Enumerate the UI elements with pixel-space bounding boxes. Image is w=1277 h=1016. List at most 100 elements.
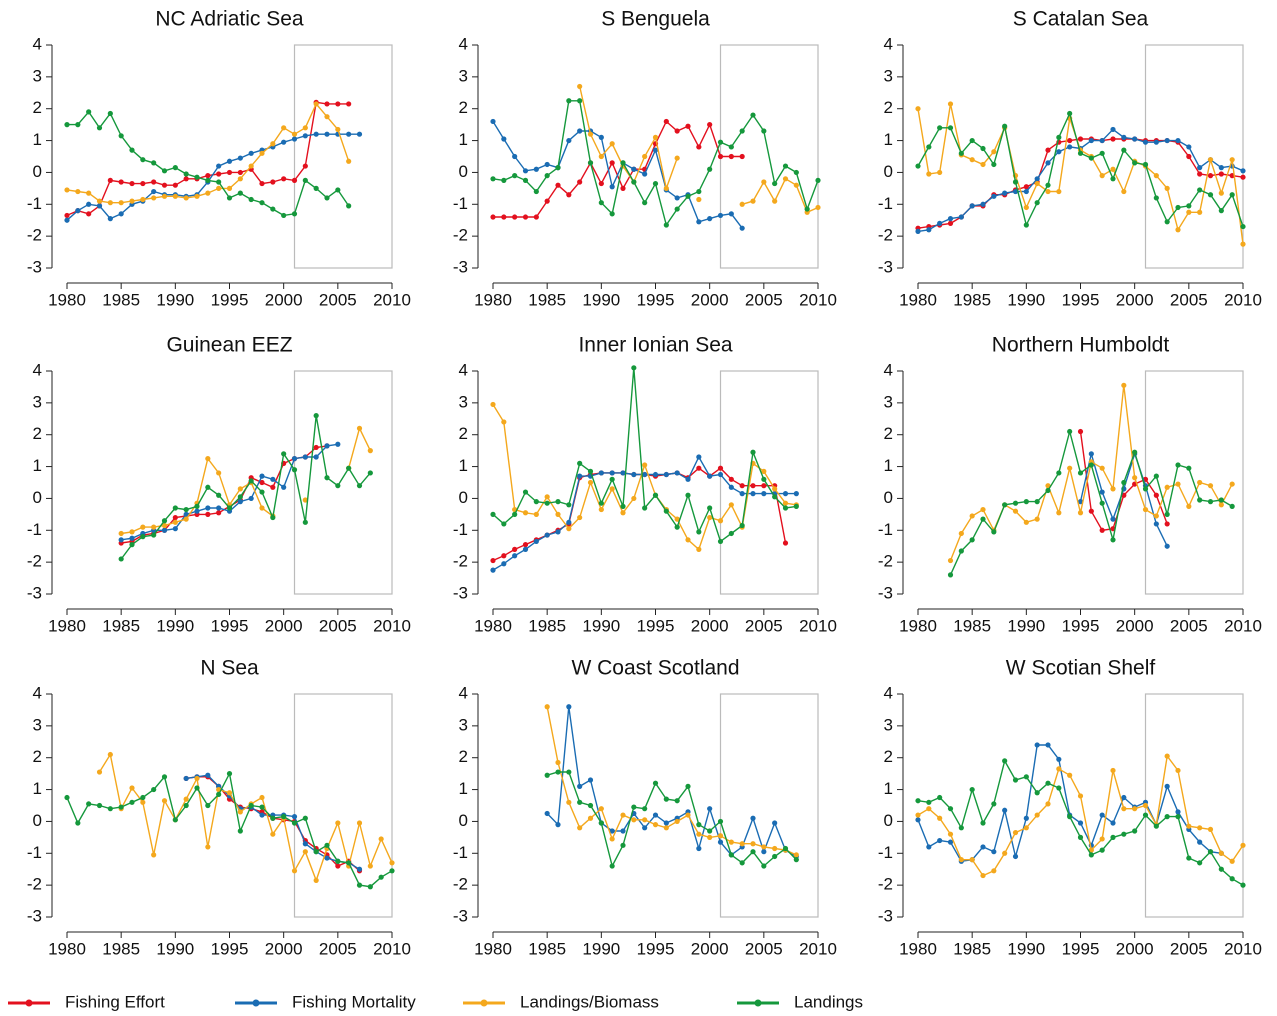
data-point: [685, 123, 691, 129]
x-tick-label: 1990: [156, 290, 194, 309]
x-tick-label: 2000: [1116, 290, 1154, 309]
data-point: [1023, 222, 1029, 228]
data-point: [696, 188, 702, 195]
data-point: [512, 553, 518, 559]
data-point: [566, 769, 572, 775]
data-point: [1218, 866, 1224, 872]
data-point: [118, 179, 124, 185]
data-point: [1110, 820, 1116, 826]
data-point: [302, 125, 308, 131]
data-point: [324, 101, 330, 107]
x-tick-label: 1990: [156, 939, 194, 958]
data-point: [1218, 165, 1224, 171]
data-point: [270, 179, 276, 185]
data-point: [107, 200, 113, 206]
series-line: [917, 103, 1244, 245]
data-point: [1164, 753, 1170, 759]
data-point: [183, 511, 189, 517]
x-tick-label: 1985: [528, 290, 566, 309]
data-point: [926, 844, 932, 850]
data-point: [652, 780, 659, 786]
data-point: [226, 158, 233, 164]
x-tick-label: 2010: [1224, 939, 1262, 958]
data-point: [674, 206, 680, 212]
data-point: [620, 842, 626, 848]
x-tick-label: 1980: [48, 616, 86, 635]
data-point: [335, 441, 341, 447]
data-point: [577, 179, 583, 185]
panel-title: Guinean EEZ: [166, 334, 292, 357]
data-point: [609, 470, 615, 476]
highlight-period: [293, 693, 393, 918]
data-point: [356, 131, 363, 137]
data-point: [226, 790, 233, 796]
data-point: [707, 828, 713, 834]
data-point: [804, 206, 810, 212]
data-point: [674, 524, 680, 530]
data-point: [522, 489, 529, 495]
data-point: [1207, 192, 1214, 198]
data-point: [194, 508, 200, 514]
x-tick-label: 2010: [799, 616, 837, 635]
data-point: [1099, 836, 1105, 842]
data-point: [1099, 173, 1105, 179]
data-point: [1045, 801, 1051, 807]
data-point: [1045, 188, 1051, 195]
data-point: [566, 502, 572, 508]
data-point: [717, 153, 724, 160]
data-point: [75, 122, 81, 128]
data-point: [75, 820, 81, 826]
data-point: [980, 145, 986, 152]
data-point: [598, 153, 604, 160]
data-point: [313, 849, 319, 855]
data-point: [937, 815, 943, 821]
data-point: [566, 799, 572, 805]
x-tick-label: 1990: [156, 616, 194, 635]
x-tick-label: 1995: [637, 290, 675, 309]
data-point: [302, 454, 308, 460]
x-tick-label: 1995: [211, 290, 249, 309]
data-point: [237, 828, 243, 834]
data-point: [1110, 767, 1116, 774]
x-tick-label: 1995: [637, 939, 675, 958]
data-point: [313, 877, 319, 883]
data-point: [620, 160, 626, 166]
data-point: [1077, 820, 1084, 826]
legend-label: Fishing Mortality: [292, 992, 416, 1011]
data-point: [652, 471, 659, 478]
data-point: [750, 112, 756, 118]
data-point: [1218, 208, 1224, 214]
panel-title: W Coast Scotland: [571, 657, 739, 680]
data-point: [183, 516, 189, 522]
x-tick-label: 1980: [48, 939, 86, 958]
y-tick-label: -1: [27, 194, 42, 213]
data-point: [1186, 144, 1192, 150]
y-tick-label: -3: [453, 906, 468, 925]
data-point: [1056, 470, 1062, 476]
x-tick-label: 1980: [48, 290, 86, 309]
data-point: [750, 483, 756, 489]
data-point: [1099, 489, 1105, 495]
data-point: [1164, 814, 1170, 820]
data-point: [313, 454, 319, 460]
y-tick-label: -2: [878, 552, 893, 571]
data-point: [107, 177, 113, 183]
data-point: [512, 511, 518, 517]
data-point: [937, 837, 943, 844]
data-point: [490, 176, 496, 182]
data-point: [739, 522, 745, 529]
data-point: [750, 841, 756, 847]
data-point: [663, 508, 669, 514]
data-point: [1088, 451, 1094, 457]
data-point: [1110, 486, 1116, 492]
y-tick-label: 4: [884, 683, 893, 702]
data-point: [980, 516, 986, 522]
x-tick-label: 2005: [1170, 290, 1208, 309]
data-point: [1132, 160, 1138, 166]
data-point: [64, 122, 70, 128]
data-point: [1229, 876, 1235, 882]
legend-label: Fishing Effort: [65, 992, 165, 1011]
data-point: [501, 136, 507, 142]
data-point: [490, 214, 496, 220]
data-point: [1045, 160, 1051, 166]
